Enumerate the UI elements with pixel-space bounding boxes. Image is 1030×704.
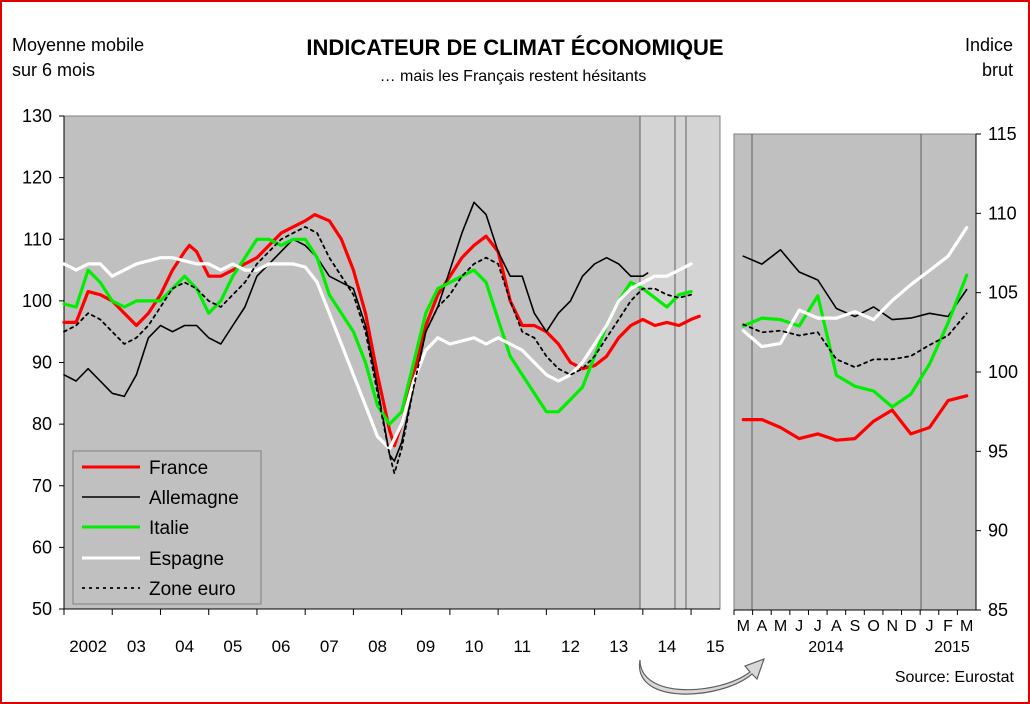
- legend-label-france: France: [149, 458, 208, 479]
- legend: France Allemagne Italie Espagne Zone eur…: [72, 450, 262, 605]
- main-x-tick-label: 2002: [69, 637, 107, 656]
- main-x-tick-label: 13: [609, 637, 628, 656]
- zoom-series-italie: [741, 273, 969, 409]
- zoom-x-tick-label: J: [925, 618, 933, 635]
- zoom-series-allemagne: [742, 249, 968, 321]
- legend-label-espagne: Espagne: [149, 549, 224, 570]
- zoom-y-tick-label: 110: [988, 203, 1017, 223]
- main-series-allemagne: [63, 201, 649, 462]
- zoom-y-tick-label: 90: [988, 521, 1008, 541]
- zoom-x-tick-label: M: [960, 618, 973, 635]
- zoom-y-ticks: 85 90 95 100 105 110 115: [976, 124, 1018, 620]
- main-x-tick-label: 08: [368, 637, 387, 656]
- zoom-x-tick-label: J: [795, 618, 803, 635]
- main-x-tick-label: 09: [416, 637, 435, 656]
- main-y-tick-label: 70: [32, 476, 52, 496]
- zoom-series-group: [741, 226, 969, 442]
- main-y-ticks: 50 60 70 80 90 100 110 120 130: [22, 106, 64, 619]
- legend-label-italie: Italie: [149, 518, 189, 539]
- main-x-tick-label: 03: [127, 637, 146, 656]
- right-note-line1: Indice: [965, 35, 1013, 55]
- main-series-italie: [62, 237, 693, 426]
- zoom-y-tick-label: 115: [988, 124, 1017, 144]
- main-x-tick-label: 05: [223, 637, 242, 656]
- legend-label-allemagne: Allemagne: [149, 488, 239, 509]
- left-note-line1: Moyenne mobile: [12, 35, 144, 55]
- zoom-x-tick-label: M: [737, 618, 750, 635]
- zoom-x-tick-label: M: [774, 618, 787, 635]
- main-y-tick-label: 120: [22, 168, 52, 188]
- main-shaded-zoom-region: [640, 116, 720, 609]
- zoom-x-tick-label: N: [886, 618, 898, 635]
- zoom-y-tick-label: 95: [988, 441, 1008, 461]
- main-y-tick-label: 100: [22, 291, 52, 311]
- zoom-x-tick-label: F: [943, 618, 953, 635]
- curved-arrow-icon: [639, 657, 765, 695]
- left-note-line2: sur 6 mois: [12, 60, 95, 80]
- main-x-tick-label: 04: [175, 637, 194, 656]
- zoom-series-france: [741, 394, 969, 442]
- main-x-tick-label: 14: [657, 637, 676, 656]
- main-y-tick-label: 80: [32, 414, 52, 434]
- zoom-y-tick-label: 105: [988, 283, 1018, 303]
- main-y-tick-label: 130: [22, 106, 52, 126]
- chart-subtitle: … mais les Français restent hésitants: [380, 68, 647, 85]
- zoom-year-label-2015: 2015: [934, 639, 970, 656]
- main-series-espagne: [62, 256, 693, 451]
- main-x-tick-label: 12: [561, 637, 580, 656]
- zoom-y-tick-label: 100: [988, 362, 1018, 382]
- legend-label-zone-euro: Zone euro: [149, 579, 236, 600]
- zoom-plot-area: [733, 133, 977, 611]
- main-x-tick-label: 11: [513, 637, 531, 656]
- main-x-tick-label: 15: [706, 637, 725, 656]
- main-series-france: [62, 213, 701, 448]
- main-series-group: [62, 201, 701, 475]
- zoom-x-tick-label: O: [867, 618, 879, 635]
- zoom-x-tick-label: S: [850, 618, 861, 635]
- main-y-tick-label: 50: [32, 599, 52, 619]
- right-note-line2: brut: [982, 60, 1013, 80]
- zoom-y-tick-label: 85: [988, 600, 1008, 620]
- main-y-tick-label: 110: [23, 229, 52, 249]
- main-series-zone-euro: [63, 226, 692, 475]
- zoom-x-tick-label: A: [831, 618, 842, 635]
- main-y-tick-label: 90: [32, 353, 52, 373]
- zoom-x-tick-label: A: [757, 618, 768, 635]
- main-y-tick-label: 60: [32, 537, 52, 557]
- source-note: Source: Eurostat: [895, 669, 1015, 686]
- zoom-x-tick-label: D: [905, 618, 917, 635]
- main-x-tick-label: 06: [272, 637, 291, 656]
- zoom-series-zone-euro: [742, 312, 968, 369]
- zoom-x-tick-label: J: [814, 618, 822, 635]
- zoom-year-label-2014: 2014: [808, 639, 844, 656]
- zoom-series-espagne: [741, 226, 969, 349]
- main-x-tick-label: 07: [320, 637, 339, 656]
- chart-title: INDICATEUR DE CLIMAT ÉCONOMIQUE: [306, 35, 723, 60]
- main-x-tick-label: 10: [465, 637, 484, 656]
- main-x-ticks: 2002 03 04 05 06 07 08 09 10 11 12 13 14 15: [63, 609, 725, 656]
